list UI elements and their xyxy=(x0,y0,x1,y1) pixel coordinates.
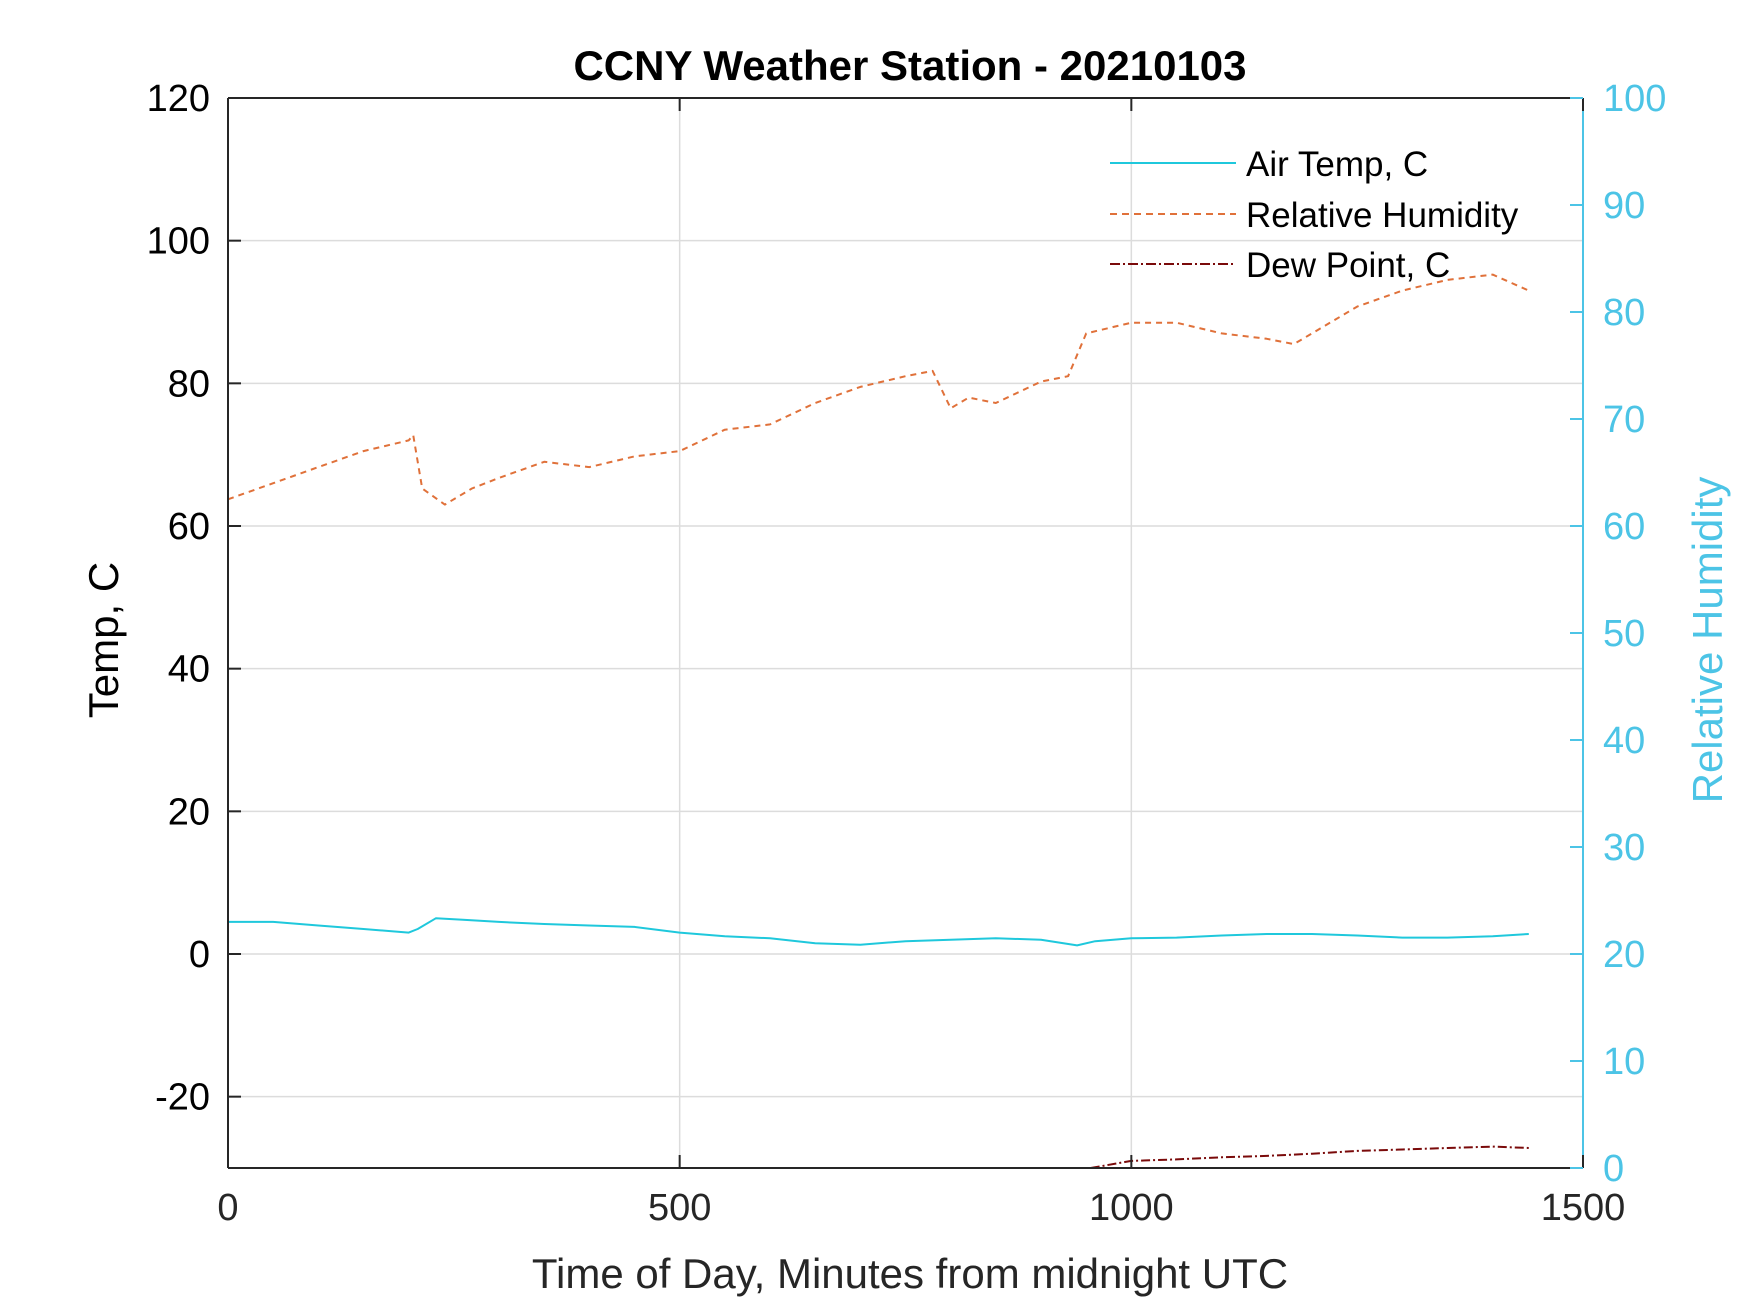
legend-label-humidity: Relative Humidity xyxy=(1246,196,1519,235)
legend-label-dew-point: Dew Point, C xyxy=(1246,246,1450,285)
y-left-tick-label: -20 xyxy=(155,1077,210,1119)
x-tick-label: 1500 xyxy=(1541,1187,1626,1229)
air-temp-line xyxy=(228,917,1529,947)
chart-title: CCNY Weather Station - 20210103 xyxy=(573,42,1246,89)
y-right-tick-label: 60 xyxy=(1603,506,1645,548)
y-left-tick-label: 60 xyxy=(168,506,210,548)
data-series xyxy=(227,273,1530,1169)
y-left-tick-label: 80 xyxy=(168,363,210,405)
y-right-tick-label: 70 xyxy=(1603,399,1645,441)
y-right-tick-label: 50 xyxy=(1603,613,1645,655)
y-right-tick-label: 80 xyxy=(1603,292,1645,334)
y-left-tick-label: 120 xyxy=(147,78,210,120)
legend-label-air-temp: Air Temp, C xyxy=(1246,145,1428,184)
legend: Air Temp, C Relative Humidity Dew Point,… xyxy=(1110,145,1519,285)
y-left-tick-label: 20 xyxy=(168,791,210,833)
y-right-tick-label: 30 xyxy=(1603,827,1645,869)
tick-labels: 0 500 1000 1500 -20 0 20 40 60 80 100 120 0 10 20 30 40 5… xyxy=(147,78,1667,1229)
y-axis-right-label: Relative Humidity xyxy=(1684,477,1731,804)
y-left-tick-label: 100 xyxy=(147,221,210,263)
y-right-tick-label: 20 xyxy=(1603,934,1645,976)
y-right-tick-label: 90 xyxy=(1603,185,1645,227)
grid-lines xyxy=(228,98,1583,1168)
x-tick-label: 0 xyxy=(217,1187,238,1229)
y-left-tick-label: 40 xyxy=(168,649,210,691)
y-right-tick-label: 10 xyxy=(1603,1041,1645,1083)
y-axis-left-label: Temp, C xyxy=(80,562,127,718)
x-axis-label: Time of Day, Minutes from midnight UTC xyxy=(532,1250,1288,1297)
dew-point-line xyxy=(1090,1145,1529,1169)
humidity-line xyxy=(227,273,1530,506)
axes xyxy=(227,97,1584,1169)
y-left-tick-label: 0 xyxy=(189,934,210,976)
x-tick-label: 1000 xyxy=(1089,1187,1174,1229)
x-tick-label: 500 xyxy=(648,1187,711,1229)
y-right-tick-label: 100 xyxy=(1603,78,1666,120)
y-right-tick-label: 40 xyxy=(1603,720,1645,762)
y-right-tick-label: 0 xyxy=(1603,1148,1624,1190)
